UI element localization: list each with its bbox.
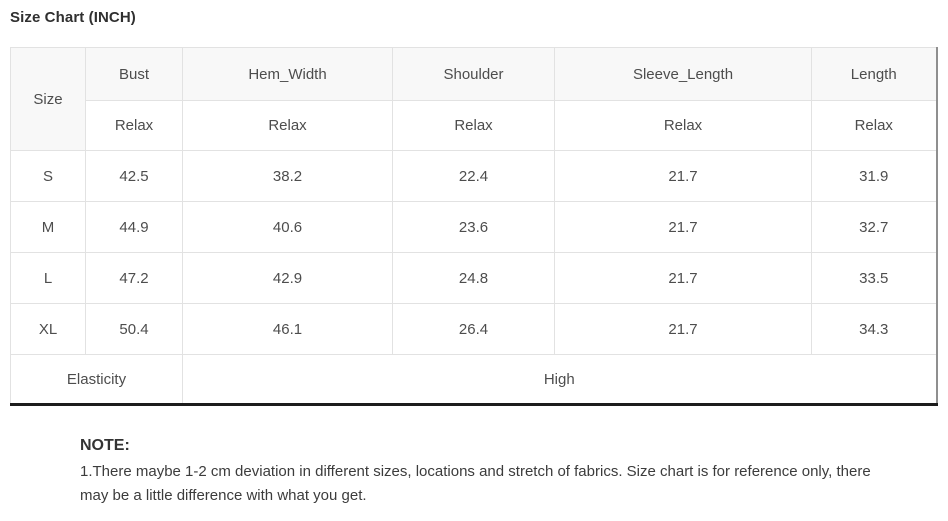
size-row-label: S xyxy=(10,150,86,202)
measurement-cell: 47.2 xyxy=(85,252,183,304)
table-row-size-s: S 42.5 38.2 22.4 21.7 31.9 xyxy=(10,150,937,202)
measurement-cell: 26.4 xyxy=(392,303,555,355)
size-row-label: M xyxy=(10,201,86,253)
measurement-cell: 21.7 xyxy=(554,252,812,304)
measurement-cell: 31.9 xyxy=(811,150,937,202)
note-section: NOTE: 1.There maybe 1-2 cm deviation in … xyxy=(80,437,871,508)
measurement-cell: 21.7 xyxy=(554,201,812,253)
header-row-relax: Relax Relax Relax Relax Relax xyxy=(11,100,937,151)
column-header-shoulder: Shoulder xyxy=(392,47,555,101)
column-header-sleeve-length: Sleeve_Length xyxy=(554,47,812,101)
elasticity-label-cell: Elasticity xyxy=(10,354,183,405)
relax-subheader-shoulder: Relax xyxy=(392,100,555,151)
measurement-cell: 44.9 xyxy=(85,201,183,253)
size-column-header: Size xyxy=(10,47,86,151)
table-row-size-l: L 47.2 42.9 24.8 21.7 33.5 xyxy=(10,252,937,304)
column-header-bust: Bust xyxy=(85,47,183,101)
relax-subheader-hem-width: Relax xyxy=(182,100,393,151)
note-heading: NOTE: xyxy=(80,437,130,454)
measurement-cell: 33.5 xyxy=(811,252,937,304)
size-row-label: L xyxy=(10,252,86,304)
measurement-cell: 38.2 xyxy=(182,150,393,202)
size-chart-table-container: Size Bust Hem_Width Shoulder Sleeve_Leng… xyxy=(10,47,938,406)
measurement-cell: 21.7 xyxy=(554,150,812,202)
relax-subheader-bust: Relax xyxy=(85,100,183,151)
relax-subheader-sleeve-length: Relax xyxy=(554,100,812,151)
measurement-cell: 42.5 xyxy=(85,150,183,202)
table-row-size-xl: XL 50.4 46.1 26.4 21.7 34.3 xyxy=(10,303,937,355)
measurement-cell: 40.6 xyxy=(182,201,393,253)
measurement-cell: 21.7 xyxy=(554,303,812,355)
measurement-cell: 24.8 xyxy=(392,252,555,304)
note-line-1: 1.There maybe 1-2 cm deviation in differ… xyxy=(80,463,871,480)
measurement-cell: 22.4 xyxy=(392,150,555,202)
relax-subheader-length: Relax xyxy=(811,100,937,151)
size-row-label: XL xyxy=(10,303,86,355)
measurement-cell: 42.9 xyxy=(182,252,393,304)
column-header-hem-width: Hem_Width xyxy=(182,47,393,101)
measurement-cell: 46.1 xyxy=(182,303,393,355)
page-title: Size Chart (INCH) xyxy=(10,9,136,26)
table-row-size-m: M 44.9 40.6 23.6 21.7 32.7 xyxy=(10,201,937,253)
column-header-length: Length xyxy=(811,47,937,101)
note-line-2: may be a little difference with what you… xyxy=(80,487,367,504)
measurement-cell: 34.3 xyxy=(811,303,937,355)
measurement-cell: 32.7 xyxy=(811,201,937,253)
header-row-measures: Size Bust Hem_Width Shoulder Sleeve_Leng… xyxy=(10,47,937,151)
elasticity-value-cell: High xyxy=(182,354,937,405)
measurement-cell: 50.4 xyxy=(85,303,183,355)
size-chart-table: Size Bust Hem_Width Shoulder Sleeve_Leng… xyxy=(10,47,938,406)
elasticity-row: Elasticity High xyxy=(10,354,937,405)
measurement-cell: 23.6 xyxy=(392,201,555,253)
